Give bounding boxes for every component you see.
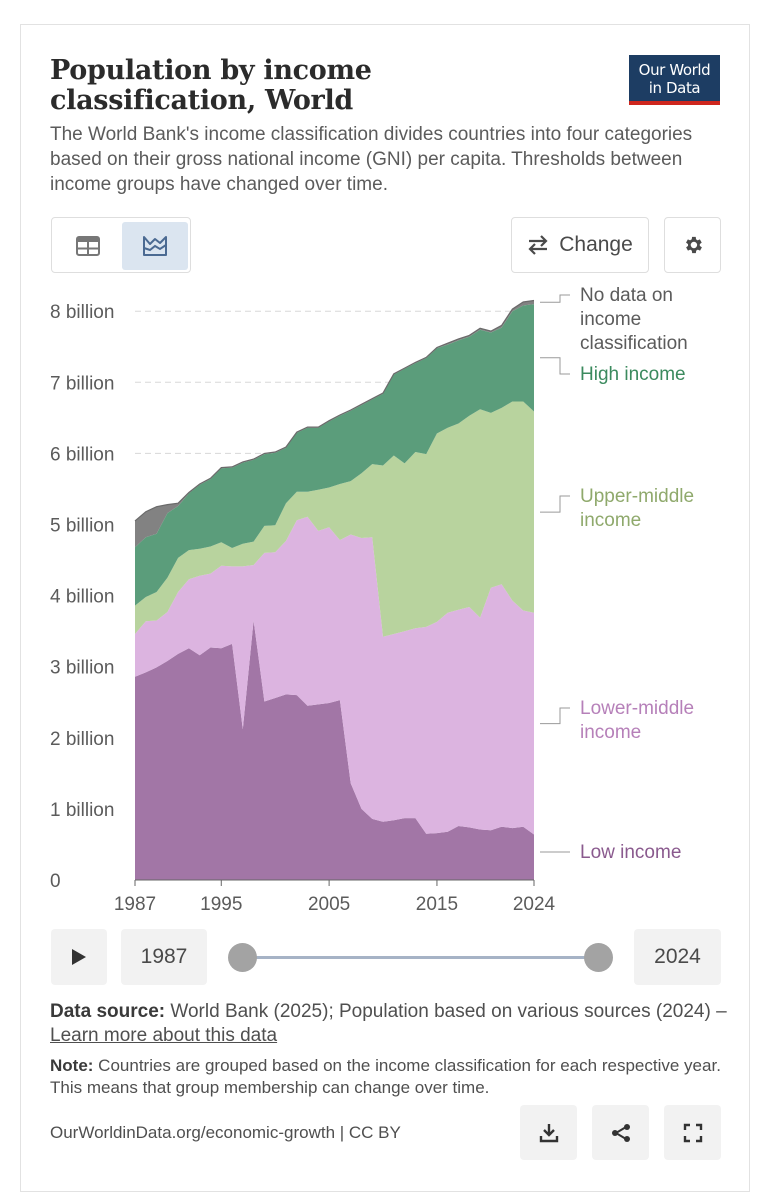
area-lower-middle-income[interactable] [135, 516, 534, 835]
x-tick-label: 2015 [416, 894, 458, 915]
play-button[interactable] [51, 929, 107, 985]
note-label: Note: [50, 1056, 94, 1075]
legend-label: Low income [580, 842, 681, 863]
legend-label-line: Lower-middle [580, 698, 694, 719]
legend-label-line: No data on [580, 285, 673, 306]
source-label: Data source: [50, 1001, 166, 1022]
legend-label-line: classification [580, 333, 688, 354]
legend-label: No data on income classification [580, 285, 688, 354]
legend-connector [540, 495, 570, 513]
change-label: Change [559, 233, 633, 256]
learn-more-link[interactable]: Learn more about this data [50, 1025, 278, 1046]
gear-icon [685, 236, 702, 254]
footer-url[interactable]: OurWorldinData.org/economic-growth | CC … [50, 1123, 401, 1142]
y-tick-label: 7 billion [50, 373, 114, 394]
download-button[interactable] [520, 1105, 577, 1160]
play-icon [72, 949, 86, 965]
area-upper-middle-income[interactable] [135, 401, 534, 637]
share-icon [611, 1123, 630, 1142]
timeline-end-handle[interactable] [584, 943, 613, 972]
y-tick-label: 0 [50, 871, 61, 892]
chart-title: Population by income classification, Wor… [50, 55, 372, 116]
y-tick-label: 4 billion [50, 587, 114, 608]
timeline-track[interactable] [242, 956, 598, 959]
area-high-income[interactable] [135, 304, 534, 606]
tab-chart[interactable] [122, 222, 188, 270]
x-tick-label: 1995 [200, 894, 242, 915]
legend-connector [540, 707, 570, 725]
legend-label: Lower-middle income [580, 698, 694, 743]
legend-label-line: income [580, 309, 641, 330]
legend-label-line: Low income [580, 842, 681, 863]
share-button[interactable] [592, 1105, 649, 1160]
owid-logo[interactable]: Our World in Data [629, 55, 720, 105]
area-low-income[interactable] [135, 620, 534, 881]
start-year-box[interactable]: 1987 [121, 929, 207, 985]
legend-label-line: income [580, 722, 641, 743]
logo-line2: in Data [648, 79, 701, 97]
source-text: World Bank (2025); Population based on v… [165, 1001, 727, 1022]
total-outline [134, 299, 535, 522]
x-tick-label: 2024 [513, 894, 556, 915]
download-icon [539, 1123, 558, 1142]
legend-label-line: income [580, 510, 641, 531]
settings-button[interactable] [664, 217, 721, 273]
legend-label-line: High income [580, 364, 686, 385]
legend-label: High income [580, 364, 686, 385]
fullscreen-icon [683, 1123, 702, 1142]
legend-label: Upper-middle income [580, 486, 694, 531]
timeline-start-handle[interactable] [228, 943, 257, 972]
table-icon [76, 236, 100, 256]
x-tick-label: 1987 [114, 894, 156, 915]
line-chart-icon [143, 236, 167, 256]
legend-connector [540, 357, 570, 375]
y-tick-label: 8 billion [50, 302, 114, 323]
chart-subtitle: The World Bank's income classification d… [50, 124, 693, 195]
fullscreen-button[interactable] [664, 1105, 721, 1160]
x-tick-label: 2005 [308, 894, 350, 915]
stacked-area-chart: 0 1 billion 2 billion 3 billion 4 billion 5 b… [50, 285, 694, 915]
y-tick-label: 3 billion [50, 658, 114, 679]
tab-table[interactable] [55, 222, 121, 270]
y-tick-label: 2 billion [50, 729, 114, 750]
chart-note: Note: Countries are grouped based on the… [50, 1055, 730, 1099]
y-tick-label: 6 billion [50, 444, 114, 465]
logo-line1: Our World [638, 61, 711, 79]
data-source: Data source: World Bank (2025); Populati… [50, 1000, 730, 1048]
end-year-box[interactable]: 2024 [634, 929, 721, 985]
change-button[interactable]: Change [511, 217, 649, 273]
note-text: Countries are grouped based on the incom… [50, 1056, 721, 1097]
swap-arrows-icon [528, 235, 548, 255]
view-toggle [51, 217, 191, 273]
legend-connector [540, 294, 570, 303]
y-tick-label: 1 billion [50, 800, 114, 821]
legend-label-line: Upper-middle [580, 486, 694, 507]
y-tick-label: 5 billion [50, 516, 114, 537]
